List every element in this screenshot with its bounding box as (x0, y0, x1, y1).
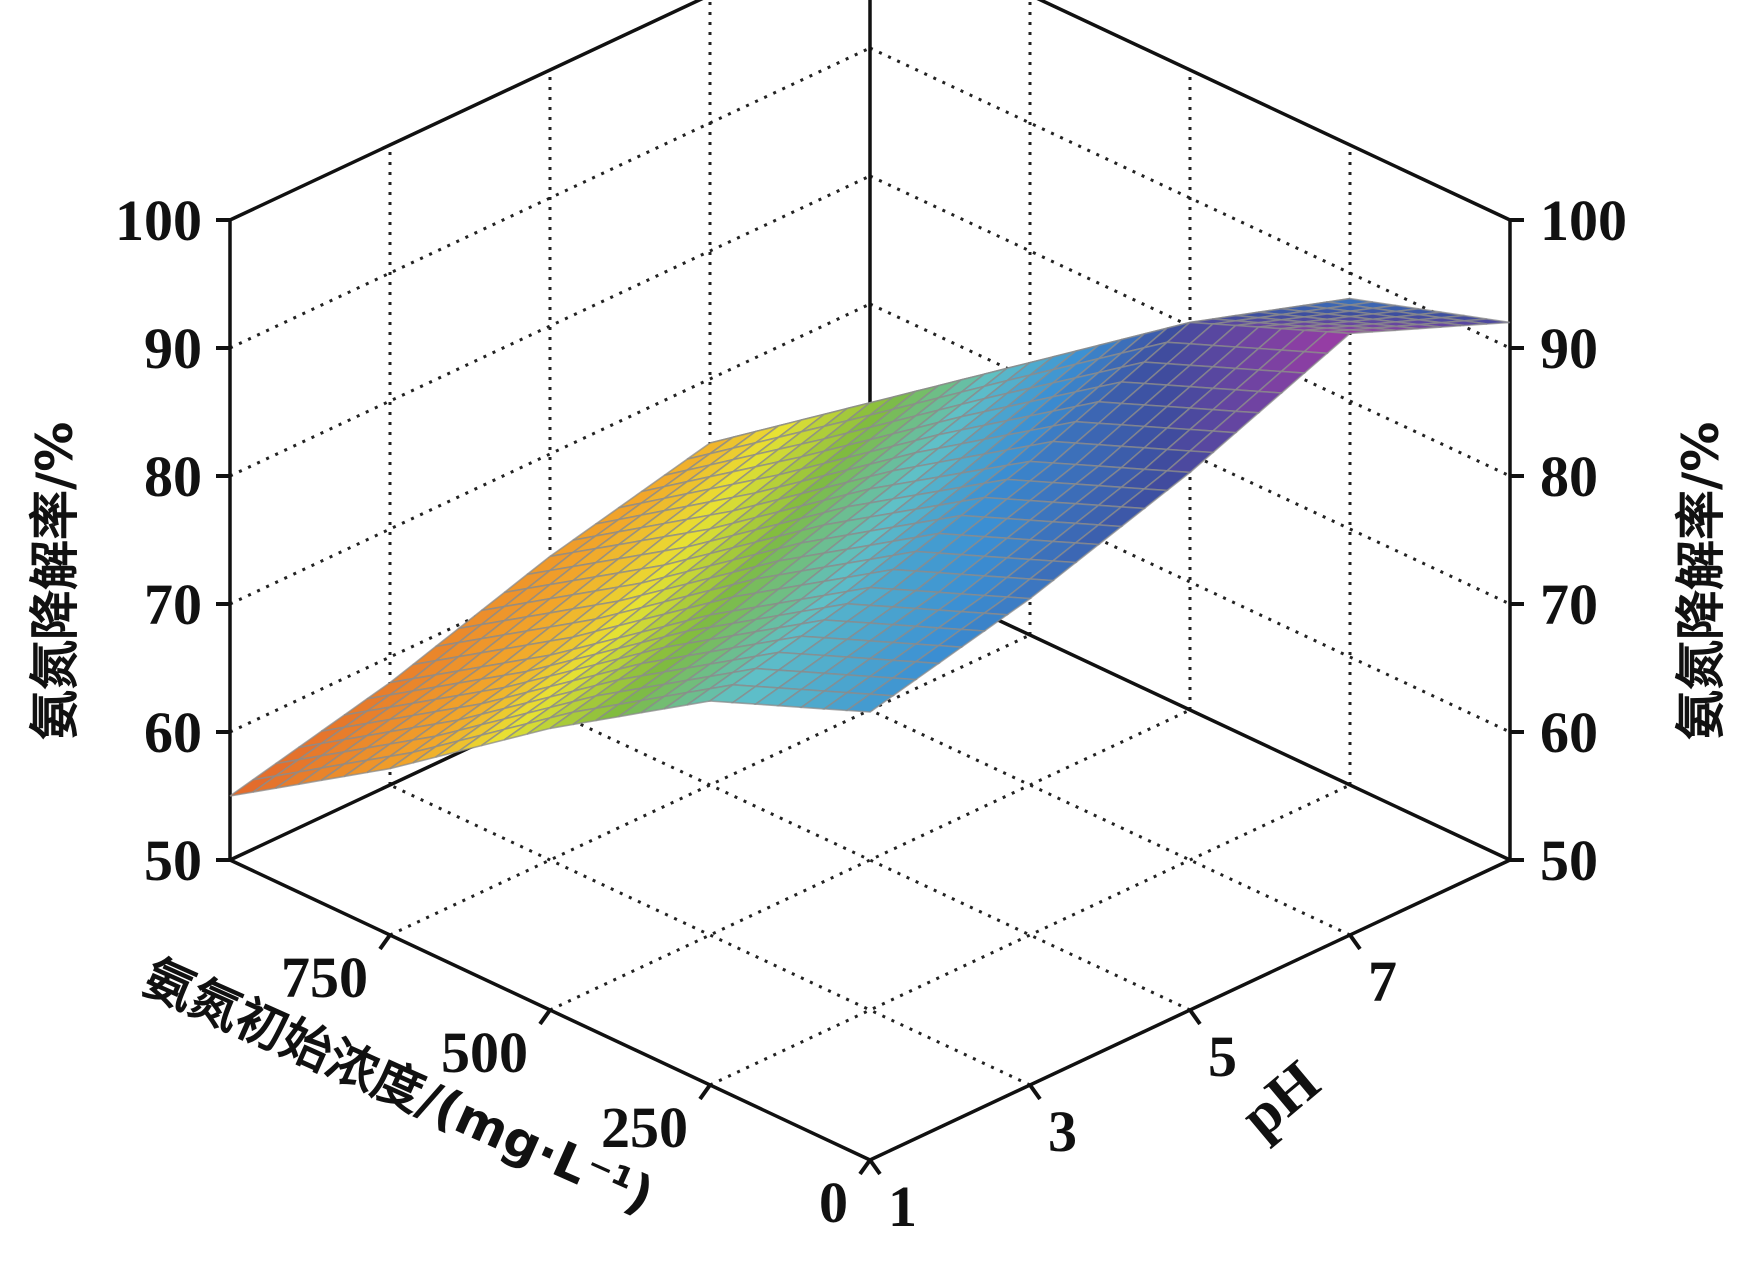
z-axis-title-right: 氨氮降解率/% (1672, 422, 1730, 740)
x-axis-title: 氨氮初始浓度/(mg·L⁻¹) (135, 948, 662, 1225)
floor-grid-x (709, 783, 1351, 1087)
x-tick-mark (858, 1158, 872, 1176)
x-tick-label: 250 (601, 1095, 688, 1160)
z-axis-title-left: 氨氮降解率/% (26, 422, 84, 740)
x-tick-mark (378, 933, 392, 951)
z-tick-label-left: 50 (144, 828, 202, 893)
y-axis: 1 3 5 7 (868, 933, 1397, 1239)
z-tick-label-right: 80 (1540, 444, 1598, 509)
z-tick-label-left: 100 (115, 188, 202, 253)
x-tick-label: 750 (281, 945, 368, 1010)
x-tick-mark (698, 1083, 712, 1101)
frame-edge (1036, 0, 1511, 222)
surface (229, 297, 1511, 797)
y-tick-label: 1 (888, 1174, 917, 1239)
y-tick-label: 3 (1048, 1099, 1077, 1164)
frame-edge (229, 0, 704, 222)
z-tick-label-left: 90 (144, 316, 202, 381)
z-tick-label-left: 80 (144, 444, 202, 509)
z-tick-label-right: 70 (1540, 572, 1598, 637)
y-axis-title: pH (1228, 1048, 1332, 1150)
y-tick-label: 5 (1208, 1024, 1237, 1089)
z-axis-right: 50 60 70 80 90 100 (1510, 188, 1627, 893)
x-tick-label: 0 (819, 1170, 848, 1235)
y-tick-mark (1188, 1008, 1202, 1026)
z-tick-label-left: 60 (144, 700, 202, 765)
z-axis-left: 50 60 70 80 90 100 (115, 188, 230, 893)
surface-patch (844, 693, 896, 713)
y-tick-mark (1028, 1083, 1042, 1101)
x-axis: 0 250 500 750 (281, 933, 872, 1235)
x-tick-label: 500 (441, 1020, 528, 1085)
z-tick-label-right: 50 (1540, 828, 1598, 893)
y-tick-label: 7 (1368, 949, 1397, 1014)
y-tick-mark (1348, 933, 1362, 951)
y-tick-mark (868, 1158, 882, 1176)
z-tick-label-right: 60 (1540, 700, 1598, 765)
z-tick-label-right: 90 (1540, 316, 1598, 381)
x-tick-mark (538, 1008, 552, 1026)
z-tick-label-left: 70 (144, 572, 202, 637)
z-tick-label-right: 100 (1540, 188, 1627, 253)
